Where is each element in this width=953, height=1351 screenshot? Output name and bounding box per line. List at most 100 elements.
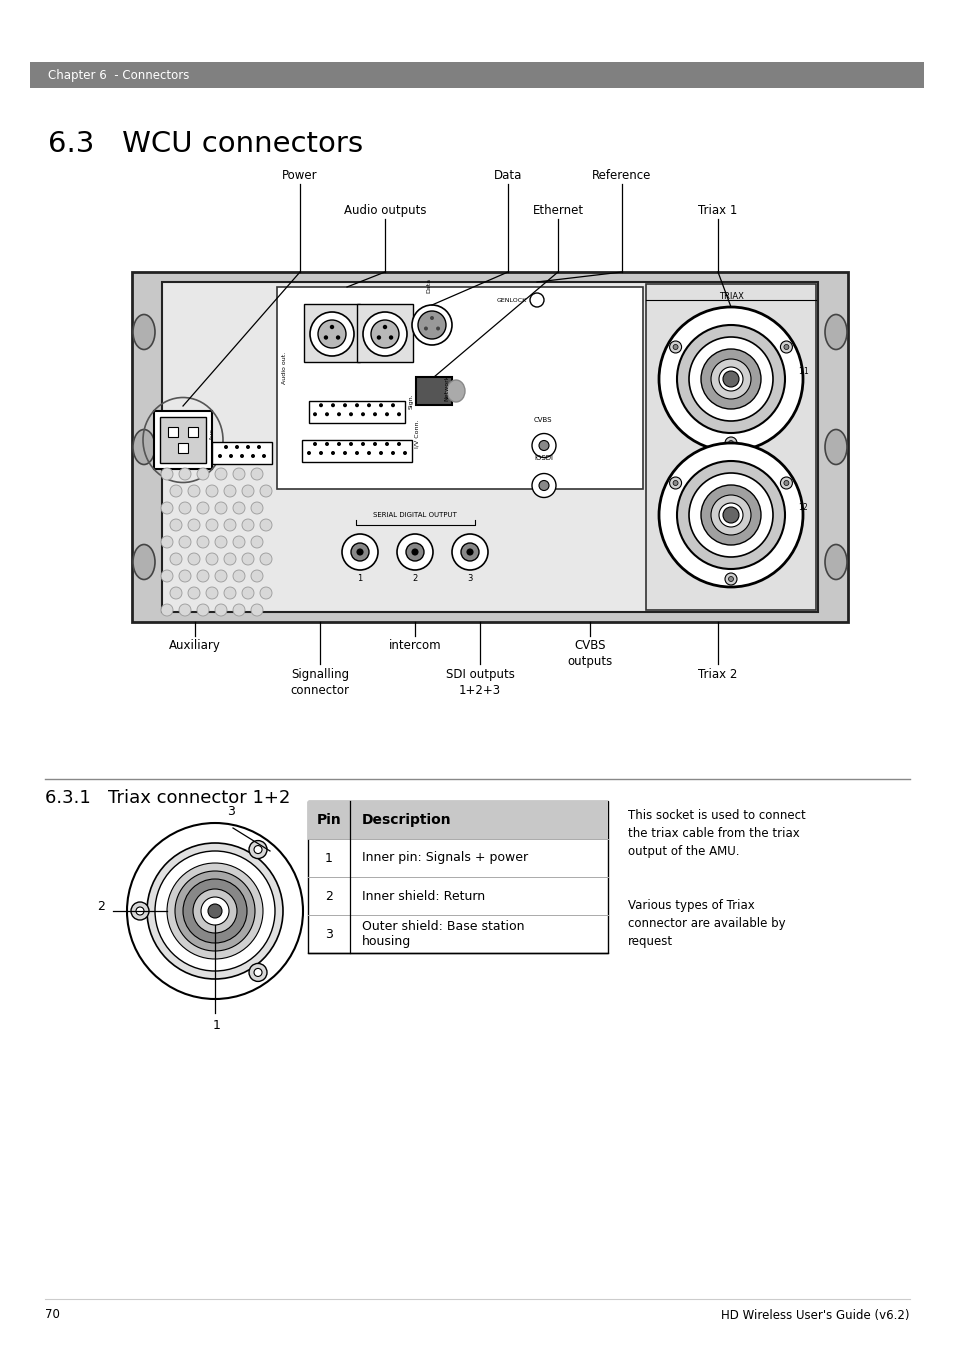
Circle shape <box>341 534 377 570</box>
Circle shape <box>430 316 434 320</box>
Circle shape <box>179 467 191 480</box>
Bar <box>308 801 607 839</box>
Circle shape <box>356 549 363 555</box>
Text: Triax 2: Triax 2 <box>698 667 737 681</box>
Circle shape <box>325 412 329 416</box>
Text: 1: 1 <box>213 1019 221 1032</box>
Circle shape <box>467 549 473 555</box>
Bar <box>212 442 272 463</box>
Circle shape <box>378 403 382 407</box>
Circle shape <box>251 536 263 549</box>
Circle shape <box>251 467 263 480</box>
Text: 1: 1 <box>802 367 807 376</box>
Circle shape <box>154 851 274 971</box>
Circle shape <box>659 443 802 586</box>
Text: 2: 2 <box>325 889 333 902</box>
Circle shape <box>318 451 323 455</box>
Text: Audio out.: Audio out. <box>282 351 287 384</box>
Circle shape <box>673 481 678 485</box>
Circle shape <box>336 442 340 446</box>
Bar <box>153 411 212 469</box>
Circle shape <box>336 412 340 416</box>
Circle shape <box>208 904 222 917</box>
Circle shape <box>313 442 316 446</box>
Circle shape <box>183 880 247 943</box>
Bar <box>30 62 923 88</box>
Circle shape <box>242 586 253 598</box>
Text: SDI outputs
1+2+3: SDI outputs 1+2+3 <box>445 667 514 697</box>
Bar <box>276 286 642 489</box>
Circle shape <box>224 553 235 565</box>
Circle shape <box>371 320 398 349</box>
Text: IOSDI: IOSDI <box>534 455 553 462</box>
Bar <box>416 377 452 405</box>
Circle shape <box>161 536 172 549</box>
Circle shape <box>360 442 365 446</box>
Circle shape <box>167 863 263 959</box>
Text: 2: 2 <box>97 901 105 913</box>
Circle shape <box>161 570 172 582</box>
Circle shape <box>382 324 387 330</box>
Circle shape <box>214 570 227 582</box>
Circle shape <box>253 846 262 854</box>
Bar <box>309 401 405 423</box>
Circle shape <box>360 412 365 416</box>
Circle shape <box>376 335 381 339</box>
Circle shape <box>417 311 446 339</box>
Ellipse shape <box>824 430 846 465</box>
Circle shape <box>436 327 439 331</box>
Circle shape <box>229 454 233 458</box>
Circle shape <box>530 293 543 307</box>
Text: Reference: Reference <box>592 169 651 182</box>
Circle shape <box>460 543 478 561</box>
Circle shape <box>161 604 172 616</box>
Circle shape <box>355 451 358 455</box>
Circle shape <box>251 454 254 458</box>
Text: Aux: Aux <box>210 428 214 440</box>
Circle shape <box>196 604 209 616</box>
Circle shape <box>412 305 452 345</box>
Circle shape <box>783 481 788 485</box>
Text: Description: Description <box>361 813 451 827</box>
Circle shape <box>214 536 227 549</box>
Bar <box>304 304 359 362</box>
Text: Signalling
connector: Signalling connector <box>291 667 349 697</box>
Ellipse shape <box>824 544 846 580</box>
Circle shape <box>251 604 263 616</box>
Circle shape <box>659 307 802 451</box>
Circle shape <box>224 519 235 531</box>
Circle shape <box>728 577 733 581</box>
Circle shape <box>310 312 354 357</box>
Text: 3: 3 <box>467 574 472 584</box>
Circle shape <box>373 442 376 446</box>
Text: Pin: Pin <box>316 813 341 827</box>
Circle shape <box>218 454 222 458</box>
Circle shape <box>206 586 218 598</box>
Circle shape <box>131 902 149 920</box>
Circle shape <box>233 570 245 582</box>
Bar <box>168 427 178 436</box>
Circle shape <box>719 503 742 527</box>
Text: 1: 1 <box>797 367 801 376</box>
Circle shape <box>196 570 209 582</box>
Text: CVBS: CVBS <box>534 417 552 423</box>
Circle shape <box>532 473 556 497</box>
Circle shape <box>367 451 371 455</box>
Circle shape <box>179 503 191 513</box>
Circle shape <box>224 586 235 598</box>
Circle shape <box>179 570 191 582</box>
Circle shape <box>396 534 433 570</box>
Circle shape <box>391 403 395 407</box>
Circle shape <box>253 969 262 977</box>
Circle shape <box>233 467 245 480</box>
Circle shape <box>196 503 209 513</box>
Circle shape <box>262 454 266 458</box>
Bar <box>645 284 815 611</box>
Circle shape <box>206 519 218 531</box>
Text: 3: 3 <box>325 928 333 940</box>
Text: Data: Data <box>494 169 521 182</box>
Text: Audio outputs: Audio outputs <box>343 204 426 218</box>
Circle shape <box>224 485 235 497</box>
Text: 6.3.1   Triax connector 1+2: 6.3.1 Triax connector 1+2 <box>45 789 290 807</box>
Circle shape <box>234 444 239 449</box>
